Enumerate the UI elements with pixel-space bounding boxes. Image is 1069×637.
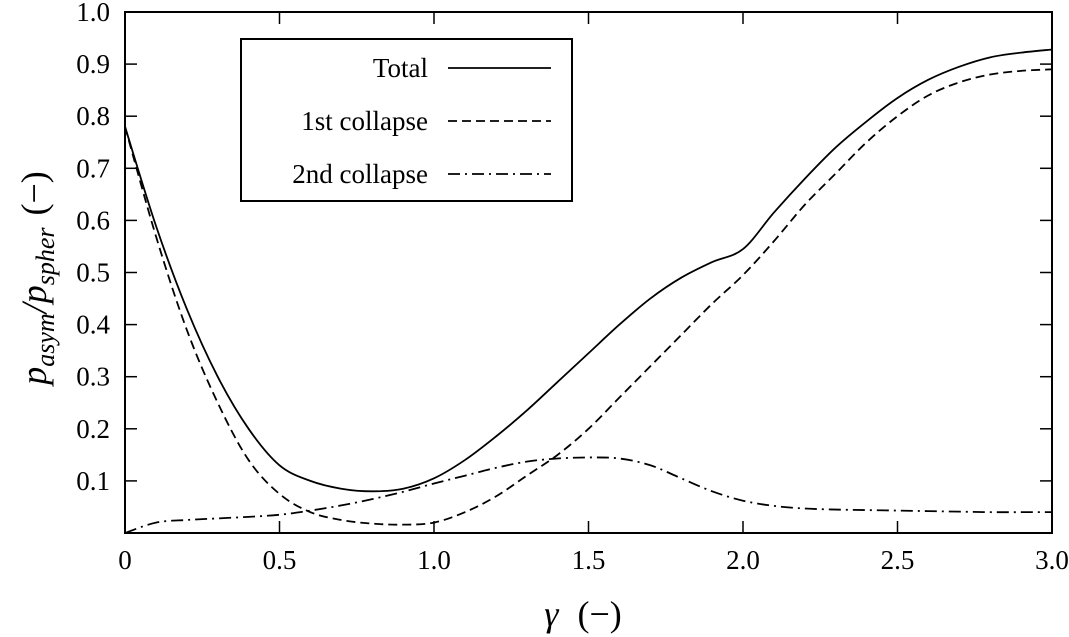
y-axis-sub2: spher: [31, 227, 60, 286]
y-axis-title: pasym/pspher (−): [14, 171, 60, 388]
y-tick-label: 0.7: [76, 153, 110, 183]
y-axis-sub1: asym: [31, 313, 60, 366]
tick-layer: 0 0.5 1.0 1.5 2.0 2.5 3.0 0.1 0.2 0.3 0.4 0.5 0.6 0.7…: [76, 0, 1069, 575]
legend-label: 1st collapse: [301, 106, 428, 136]
legend-box: [240, 38, 573, 202]
x-tick-label: 2.0: [726, 545, 760, 575]
x-tick-label: 0.5: [263, 545, 297, 575]
y-tick-label: 0.4: [76, 310, 110, 340]
x-tick-label: 1.0: [417, 545, 451, 575]
y-axis-sep: /p: [14, 285, 54, 315]
series-line-1st-collapse: [124, 68, 1053, 526]
y-tick-label: 0.8: [76, 101, 110, 131]
y-tick-label: 0.6: [76, 205, 110, 235]
plot-frame: [124, 11, 1053, 534]
x-tick-label: 1.5: [572, 545, 606, 575]
y-axis-main: p: [14, 367, 54, 388]
x-tick-label: 0: [118, 545, 132, 575]
y-tick-label: 1.0: [76, 0, 110, 27]
y-tick-label: 0.5: [76, 258, 110, 288]
x-tick-label: 2.5: [881, 545, 915, 575]
series-layer: [124, 48, 1053, 534]
legend-items: Total 1st collapse 2nd collapse: [292, 53, 551, 189]
x-axis-unit: (−): [577, 594, 621, 634]
y-tick-label: 0.3: [76, 362, 110, 392]
legend-label: Total: [373, 53, 428, 83]
y-tick-label: 0.1: [76, 466, 110, 496]
legend: Total 1st collapse 2nd collapse: [240, 38, 573, 202]
series-line-total: [124, 48, 1053, 493]
legend-label: 2nd collapse: [292, 159, 428, 189]
x-tick-label: 3.0: [1035, 545, 1069, 575]
y-axis-unit: (−): [14, 171, 54, 215]
y-tick-label: 0.9: [76, 49, 110, 79]
x-axis-title: γ (−): [544, 594, 621, 634]
y-tick-label: 0.2: [76, 414, 110, 444]
x-axis-symbol: γ: [544, 594, 559, 634]
